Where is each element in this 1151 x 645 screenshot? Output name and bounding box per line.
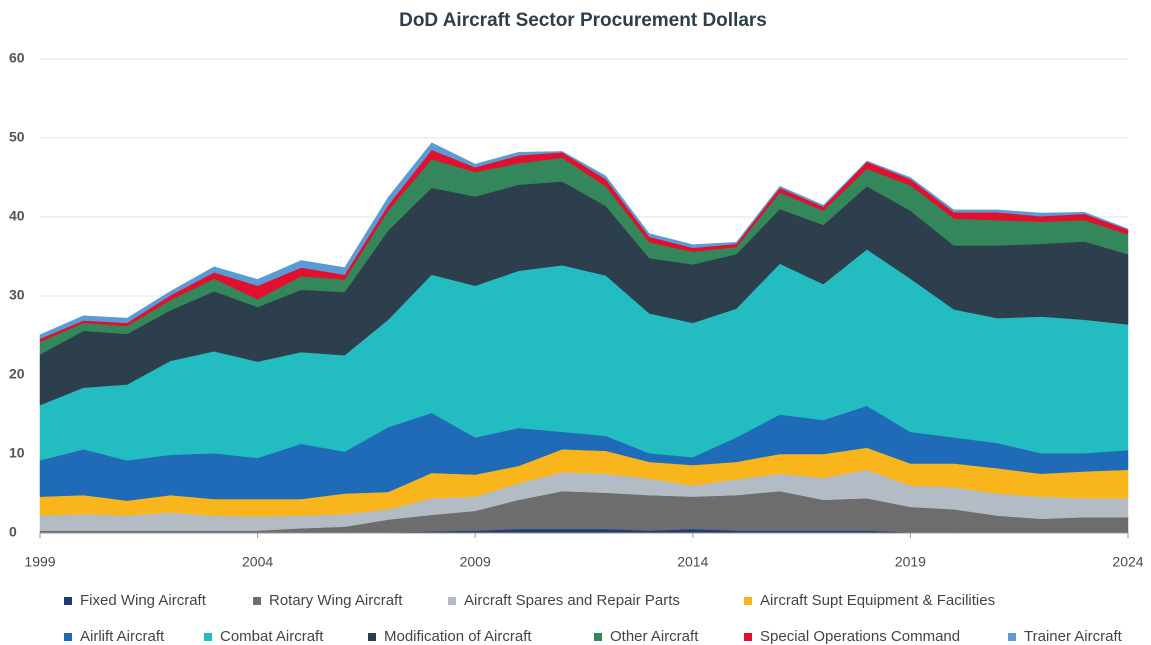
legend-item: Modification of Aircraft xyxy=(368,628,532,645)
legend-swatch xyxy=(204,633,212,641)
legend-item: Combat Aircraft xyxy=(204,628,324,645)
area xyxy=(39,142,1129,340)
x-tick-label: 2004 xyxy=(242,554,273,570)
legend-item: Aircraft Spares and Repair Parts xyxy=(448,592,680,609)
legend-label: Airlift Aircraft xyxy=(80,628,165,645)
x-tick-label: 2014 xyxy=(677,554,708,570)
legend-label: Modification of Aircraft xyxy=(384,628,532,645)
x-tick-label: 2009 xyxy=(460,554,491,570)
legend-item: Aircraft Supt Equipment & Facilities xyxy=(744,592,995,609)
y-tick-label: 40 xyxy=(9,208,25,224)
y-tick-label: 0 xyxy=(9,524,17,540)
legend-swatch xyxy=(744,597,752,605)
legend-item: Rotary Wing Aircraft xyxy=(253,592,403,609)
x-tick-label: 1999 xyxy=(24,554,55,570)
legend-swatch xyxy=(744,633,752,641)
y-tick-label: 20 xyxy=(9,366,25,382)
legend-label: Aircraft Spares and Repair Parts xyxy=(464,592,680,609)
legend-label: Trainer Aircraft xyxy=(1024,628,1123,645)
legend-swatch xyxy=(594,633,602,641)
legend-swatch xyxy=(64,597,72,605)
legend-label: Aircraft Supt Equipment & Facilities xyxy=(760,592,995,609)
legend-item: Special Operations Command xyxy=(744,628,960,645)
legend-swatch xyxy=(253,597,261,605)
y-tick-label: 60 xyxy=(9,50,25,66)
legend-label: Rotary Wing Aircraft xyxy=(269,592,403,609)
y-tick-label: 10 xyxy=(9,445,25,461)
y-tick-label: 50 xyxy=(9,129,25,145)
legend-swatch xyxy=(448,597,456,605)
chart-title: DoD Aircraft Sector Procurement Dollars xyxy=(399,10,767,31)
legend-label: Combat Aircraft xyxy=(220,628,324,645)
legend-item: Airlift Aircraft xyxy=(64,628,165,645)
y-tick-label: 30 xyxy=(9,287,25,303)
x-tick-label: 2024 xyxy=(1112,554,1143,570)
legend-item: Trainer Aircraft xyxy=(1008,628,1123,645)
legend-label: Special Operations Command xyxy=(760,628,960,645)
legend-item: Other Aircraft xyxy=(594,628,699,645)
legend-label: Other Aircraft xyxy=(610,628,699,645)
x-tick-label: 2019 xyxy=(895,554,926,570)
legend-swatch xyxy=(1008,633,1016,641)
legend-item: Fixed Wing Aircraft xyxy=(64,592,207,609)
legend-swatch xyxy=(368,633,376,641)
legend-swatch xyxy=(64,633,72,641)
legend-label: Fixed Wing Aircraft xyxy=(80,592,207,609)
